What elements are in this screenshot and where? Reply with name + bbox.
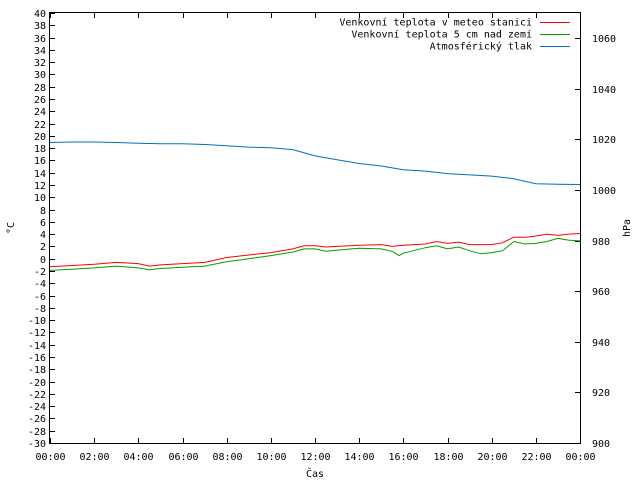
y-left-tick-label: 28 — [34, 83, 46, 94]
y-left-tick-label: 6 — [40, 218, 46, 229]
y-left-tick-label: -6 — [34, 292, 46, 303]
y-left-tick-label: -26 — [28, 414, 46, 425]
y-left-tick-label: 4 — [40, 230, 46, 241]
x-tick-label: 02:00 — [79, 452, 109, 463]
series-layer — [49, 141, 581, 271]
y-left-tick-label: -30 — [28, 439, 46, 450]
x-tick-label: 14:00 — [344, 452, 374, 463]
y-left-tick-label: -22 — [28, 390, 46, 401]
x-axis-label: Čas — [306, 467, 324, 480]
y-left-tick-label: 34 — [34, 46, 46, 57]
x-ticks: 00:00 02:00 04:00 06:00 08:00 10:00 12:00 14:00… — [35, 13, 596, 463]
legend-label: Venkovní teplota 5 cm nad zemí — [351, 29, 532, 41]
y-left-tick-label: 22 — [34, 120, 46, 131]
y-left-tick-label: 30 — [34, 70, 46, 81]
y-right-tick-label: 1020 — [592, 135, 616, 146]
y-right-tick-label: 940 — [592, 338, 610, 349]
y-left-tick-label: -2 — [34, 267, 46, 278]
y-left-tick-label: 40 — [34, 9, 46, 20]
x-tick-label: 00:00 — [35, 452, 65, 463]
y-left-tick-label: 8 — [40, 206, 46, 217]
y-right-tick-label: 980 — [592, 237, 610, 248]
y-right-axis-label: hPa — [622, 219, 633, 237]
y-left-tick-label: -8 — [34, 304, 46, 315]
x-tick-label: 06:00 — [168, 452, 198, 463]
y-left-tick-label: 0 — [40, 255, 46, 266]
y-left-tick-label: -4 — [34, 279, 46, 290]
y-left-tick-label: -24 — [28, 402, 46, 413]
y-right-ticks: 900 920 940 960 980 1000 1020 1040 1060 — [575, 34, 616, 450]
y-left-tick-label: -12 — [28, 328, 46, 339]
legend-label: Venkovní teplota v meteo stanici — [339, 17, 532, 29]
y-left-tick-label: -28 — [28, 427, 46, 438]
y-right-tick-label: 1060 — [592, 34, 616, 45]
x-tick-label: 10:00 — [256, 452, 286, 463]
series-line-1 — [49, 233, 581, 268]
y-left-tick-label: 32 — [34, 58, 46, 69]
y-left-tick-label: -20 — [28, 378, 46, 389]
y-left-ticks: -30-28-26-24-22-20-18-16-14-12-10-8-6-4-… — [28, 9, 55, 450]
y-left-tick-label: 18 — [34, 144, 46, 155]
x-tick-label: 22:00 — [521, 452, 551, 463]
y-left-tick-label: 38 — [34, 21, 46, 32]
x-tick-label: 12:00 — [300, 452, 330, 463]
x-tick-label: 16:00 — [388, 452, 418, 463]
series-line-3 — [49, 141, 581, 185]
y-left-axis-label: °C — [6, 222, 17, 234]
x-tick-label: 20:00 — [477, 452, 507, 463]
y-right-tick-label: 900 — [592, 439, 610, 450]
y-left-tick-label: 36 — [34, 34, 46, 45]
y-left-tick-label: 24 — [34, 107, 46, 118]
y-left-tick-label: 26 — [34, 95, 46, 106]
y-right-tick-label: 960 — [592, 287, 610, 298]
y-left-tick-label: 20 — [34, 132, 46, 143]
y-left-tick-label: -14 — [28, 341, 46, 352]
plot-frame — [49, 12, 581, 444]
y-right-tick-label: 1040 — [592, 85, 616, 96]
y-right-tick-label: 920 — [592, 388, 610, 399]
y-left-tick-label: -10 — [28, 316, 46, 327]
y-right-tick-label: 1000 — [592, 186, 616, 197]
legend: Venkovní teplota v meteo staniciVenkovní… — [339, 17, 570, 53]
y-left-tick-label: 12 — [34, 181, 46, 192]
series-line-2 — [49, 237, 581, 271]
legend-label: Atmosférický tlak — [430, 41, 532, 53]
y-left-tick-label: 2 — [40, 242, 46, 253]
x-tick-label: 04:00 — [123, 452, 153, 463]
y-left-tick-label: -16 — [28, 353, 46, 364]
y-left-tick-label: 14 — [34, 169, 46, 180]
x-tick-label: 18:00 — [433, 452, 463, 463]
x-tick-label: 08:00 — [212, 452, 242, 463]
x-tick-label: 00:00 — [565, 452, 595, 463]
y-left-tick-label: 16 — [34, 156, 46, 167]
y-left-tick-label: 10 — [34, 193, 46, 204]
y-left-tick-label: -18 — [28, 365, 46, 376]
